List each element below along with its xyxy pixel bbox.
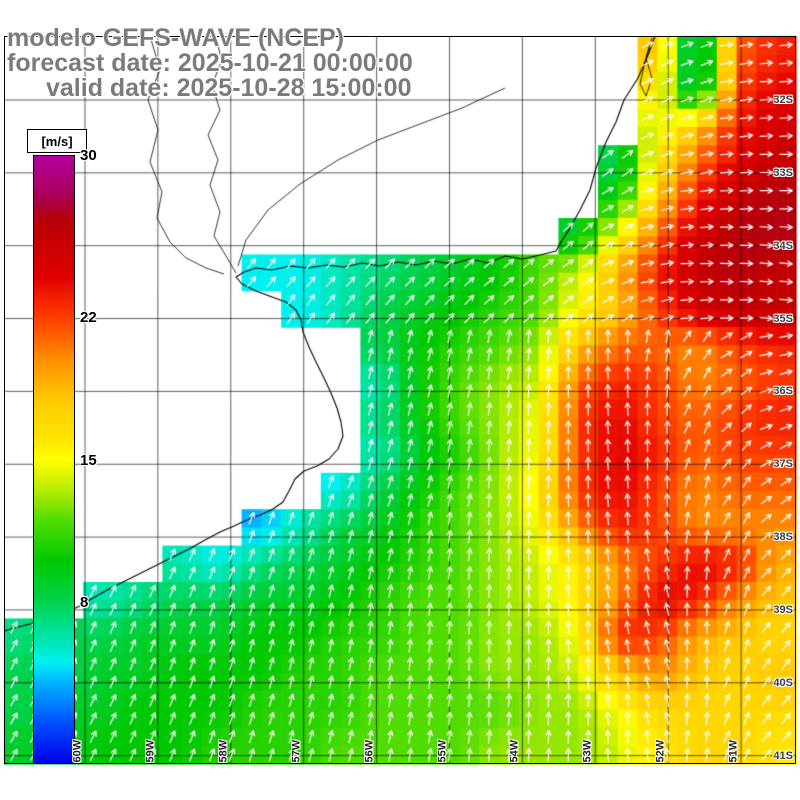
latitude-label: 33S bbox=[773, 166, 793, 179]
colorbar-tick-label: 30 bbox=[80, 147, 97, 164]
longitude-label: 59W bbox=[144, 739, 157, 763]
forecast-date-label: forecast date: 2025-10-21 00:00:00 bbox=[7, 49, 413, 77]
longitude-label: 58W bbox=[217, 739, 230, 763]
latitude-label: 36S bbox=[773, 385, 793, 398]
colorbar-gradient bbox=[33, 155, 75, 764]
colorbar-tick-label: 15 bbox=[80, 451, 97, 469]
longitude-label: 51W bbox=[727, 739, 740, 763]
latitude-label: 34S bbox=[773, 239, 793, 252]
valid-date-label: valid date: 2025-10-28 15:00:00 bbox=[46, 74, 412, 102]
longitude-label: 52W bbox=[654, 739, 667, 763]
latitude-label: 38S bbox=[773, 531, 793, 544]
map-title-block: modelo GEFS-WAVE (NCEP) forecast date: 2… bbox=[7, 26, 413, 101]
model-title: modelo GEFS-WAVE (NCEP) bbox=[7, 24, 345, 52]
colorbar-unit-label: [m/s] bbox=[27, 129, 87, 153]
latitude-label: 39S bbox=[773, 603, 793, 616]
longitude-label: 56W bbox=[363, 739, 376, 763]
longitude-label: 57W bbox=[290, 739, 303, 763]
latitude-label: 35S bbox=[773, 312, 793, 325]
colorbar-tick-label: 22 bbox=[80, 309, 97, 327]
colorbar-tick-label: 8 bbox=[80, 593, 89, 611]
longitude-label: 55W bbox=[436, 739, 448, 763]
latitude-label: 41S bbox=[773, 749, 793, 762]
longitude-label: 53W bbox=[581, 739, 594, 763]
longitude-label: 60W bbox=[71, 739, 84, 763]
latitude-label: 40S bbox=[773, 676, 793, 689]
longitude-label: 54W bbox=[508, 739, 521, 763]
latitude-label: 32S bbox=[773, 94, 793, 106]
latitude-label: 37S bbox=[773, 458, 793, 471]
